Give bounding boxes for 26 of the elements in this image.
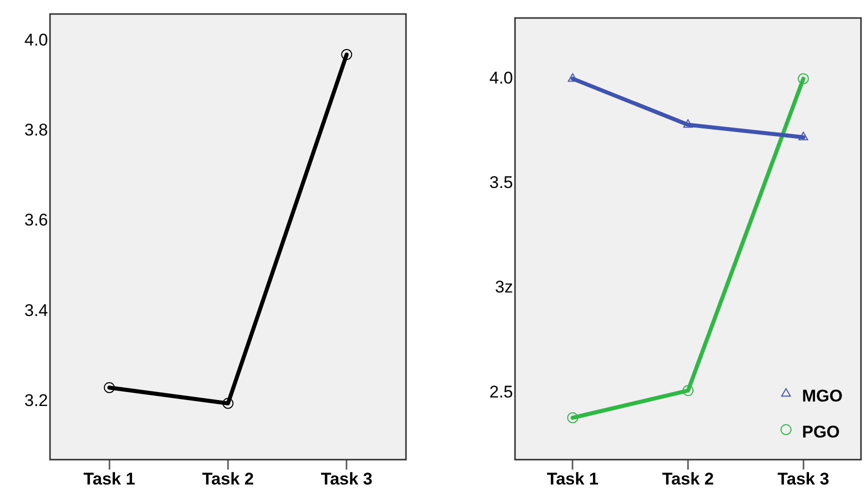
x-tick-label: Task 3 <box>777 469 830 488</box>
point <box>341 49 352 60</box>
point <box>222 398 234 409</box>
point <box>798 73 809 84</box>
point <box>683 119 693 128</box>
point <box>682 385 694 396</box>
x-tick-label: Task 1 <box>83 469 136 488</box>
x-tick-label: Task 3 <box>320 469 373 488</box>
point <box>104 382 115 394</box>
x-tick-label: Task 2 <box>202 469 254 488</box>
point <box>798 132 808 140</box>
legend-label: PGO <box>802 422 840 442</box>
point <box>567 412 578 424</box>
y-tick-label: 3.2 <box>24 390 48 410</box>
y-tick-label: 3z <box>495 278 513 297</box>
y-tick-label: 3.5 <box>489 173 513 192</box>
y-tick-label: 4.0 <box>24 30 48 50</box>
point <box>568 73 578 82</box>
y-tick-label: 3.4 <box>24 300 48 320</box>
y-tick-label: 3.6 <box>24 210 48 230</box>
y-tick-label: 2.5 <box>489 382 513 402</box>
y-tick-label: 4.0 <box>489 68 513 88</box>
legend-label: MGO <box>802 386 843 406</box>
x-tick-label: Task 1 <box>546 469 599 488</box>
x-tick-label: Task 2 <box>662 469 714 488</box>
y-tick-label: 3.8 <box>24 120 48 140</box>
